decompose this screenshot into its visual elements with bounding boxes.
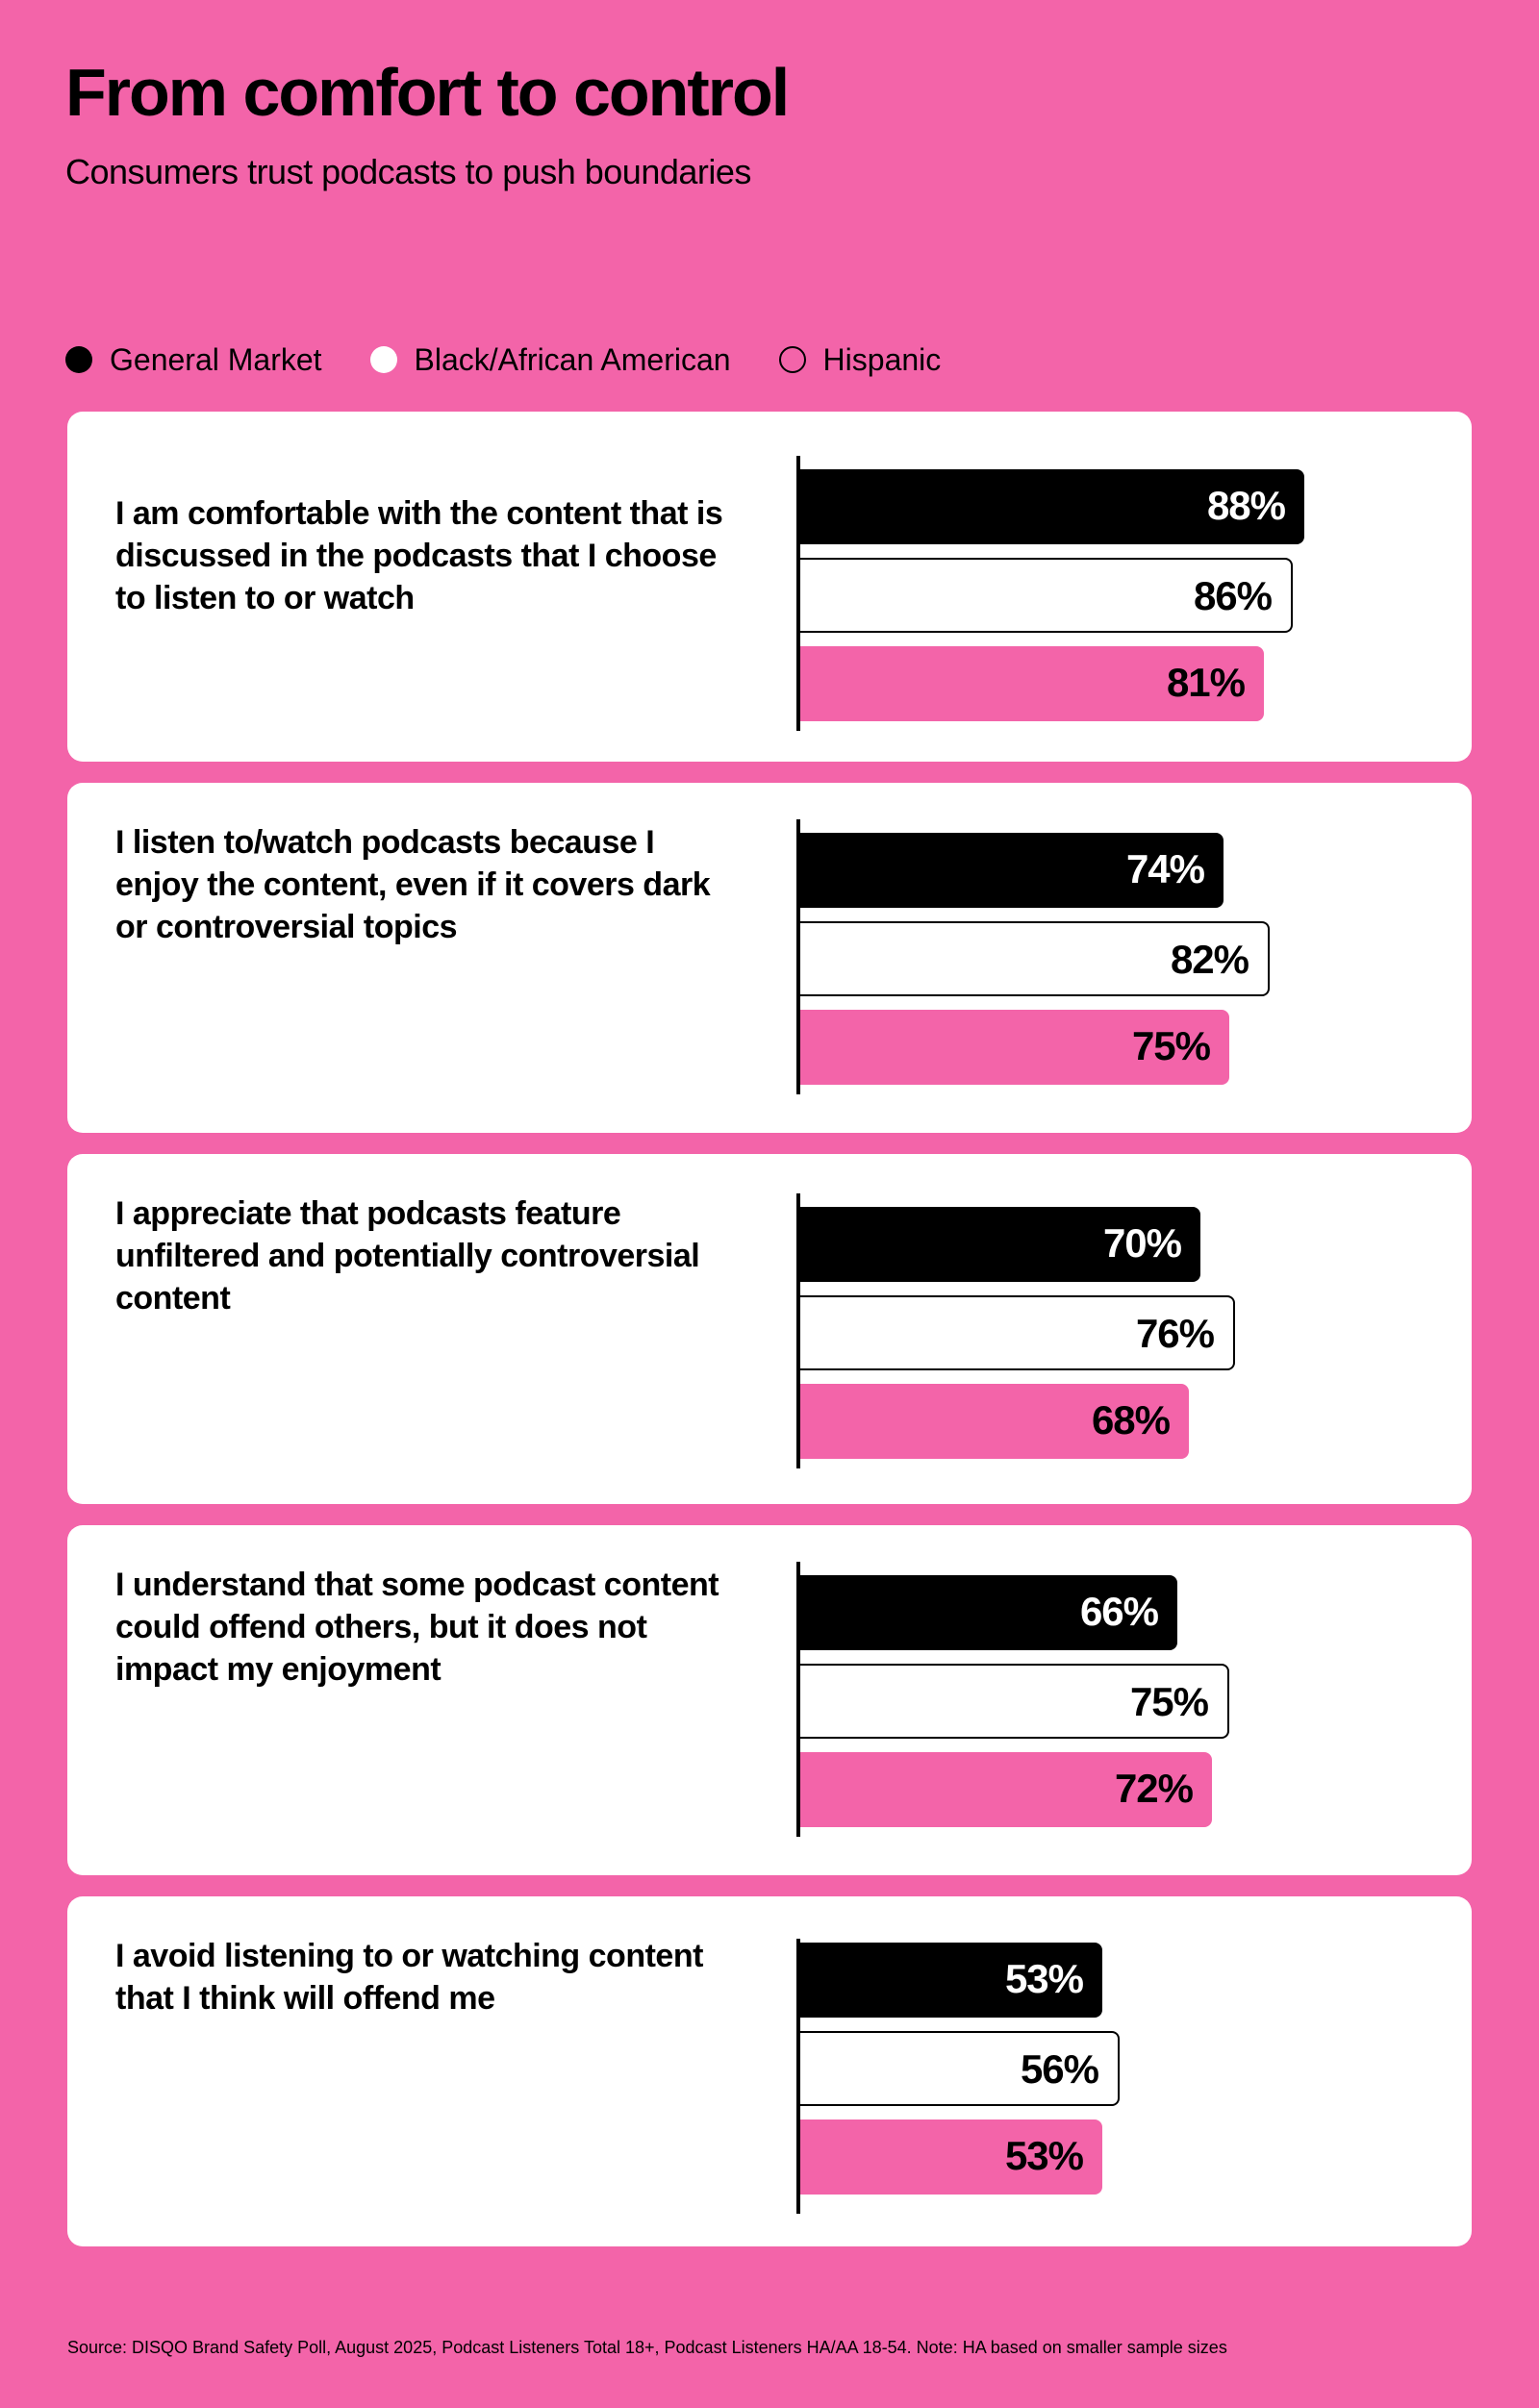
legend-item-general-market: General Market [65, 342, 322, 378]
bar-general-market: 53% [796, 1943, 1102, 2018]
statement-label: I am comfortable with the content that i… [115, 495, 723, 616]
legend-swatch-black-african-american [369, 346, 397, 373]
legend: General Market Black/African American Hi… [65, 340, 989, 379]
bar-value-label: 74% [1125, 846, 1205, 891]
statement-bars: 74% 82% 75% [796, 783, 1451, 1133]
statement-bars: 70% 76% 68% [796, 1154, 1451, 1504]
bar-axis-line [796, 1562, 800, 1837]
bar-axis-line [796, 819, 800, 1094]
bar-value-label: 82% [1170, 937, 1249, 982]
bar-value-label: 72% [1114, 1766, 1194, 1811]
statement-bars: 53% 56% 53% [796, 1896, 1451, 2246]
bar-value-label: 75% [1131, 1023, 1211, 1068]
bar-axis-line [796, 1939, 800, 2214]
bar-value-label: 75% [1129, 1679, 1209, 1724]
bar-value-label: 86% [1193, 573, 1273, 618]
bar-black-african-american: 82% [796, 921, 1270, 996]
bar-value-label: 76% [1135, 1311, 1215, 1356]
bar-general-market: 66% [796, 1575, 1177, 1650]
bar-general-market: 70% [796, 1207, 1200, 1282]
bar-hispanic: 75% [796, 1010, 1229, 1085]
bar-hispanic: 81% [796, 646, 1264, 721]
statement-label: I understand that some podcast content c… [115, 1567, 719, 1688]
bar-hispanic: 72% [796, 1752, 1212, 1827]
statement-label: I avoid listening to or watching content… [115, 1938, 703, 2017]
legend-label-general-market: General Market [110, 341, 322, 377]
bar-black-african-american: 75% [796, 1664, 1229, 1739]
legend-item-black-african-american: Black/African American [369, 341, 731, 378]
statement-panel: I avoid listening to or watching content… [67, 1896, 1472, 2246]
bar-value-label: 81% [1166, 660, 1246, 705]
statement-label: I listen to/watch podcasts because I enj… [115, 824, 711, 945]
legend-item-hispanic: Hispanic [778, 341, 942, 378]
bar-black-african-american: 76% [796, 1295, 1235, 1370]
chart-panels: I am comfortable with the content that i… [67, 412, 1472, 2268]
chart-title: From comfort to control [65, 55, 790, 130]
bar-general-market: 88% [796, 469, 1304, 544]
statement-panel: I listen to/watch podcasts because I enj… [67, 783, 1472, 1133]
legend-label-hispanic: Hispanic [822, 341, 942, 377]
bar-value-label: 53% [1004, 2133, 1084, 2178]
statement-panel: I am comfortable with the content that i… [67, 412, 1472, 762]
bar-general-market: 74% [796, 833, 1224, 908]
legend-label-black-african-american: Black/African American [414, 341, 731, 377]
bar-value-label: 66% [1079, 1589, 1159, 1634]
bar-value-label: 53% [1004, 1956, 1084, 2001]
bar-black-african-american: 86% [796, 558, 1293, 633]
bar-value-label: 56% [1020, 2046, 1099, 2092]
statement-bars: 88% 86% 81% [796, 412, 1451, 762]
chart-subtitle: Consumers trust podcasts to push boundar… [65, 152, 751, 191]
bar-axis-line [796, 1193, 800, 1468]
statement-panel: I appreciate that podcasts feature unfil… [67, 1154, 1472, 1504]
bar-black-african-american: 56% [796, 2031, 1120, 2106]
bar-value-label: 70% [1102, 1220, 1182, 1266]
statement-bars: 66% 75% 72% [796, 1525, 1451, 1875]
legend-swatch-hispanic [778, 346, 806, 373]
legend-swatch-general-market [65, 346, 92, 373]
bar-value-label: 68% [1091, 1397, 1171, 1442]
bar-axis-line [796, 456, 800, 731]
statement-panel: I understand that some podcast content c… [67, 1525, 1472, 1875]
source-note: Source: DISQO Brand Safety Poll, August … [67, 2338, 1227, 2357]
bar-value-label: 88% [1206, 483, 1286, 528]
bar-hispanic: 68% [796, 1384, 1189, 1459]
bar-hispanic: 53% [796, 2120, 1102, 2195]
statement-label: I appreciate that podcasts feature unfil… [115, 1195, 700, 1317]
